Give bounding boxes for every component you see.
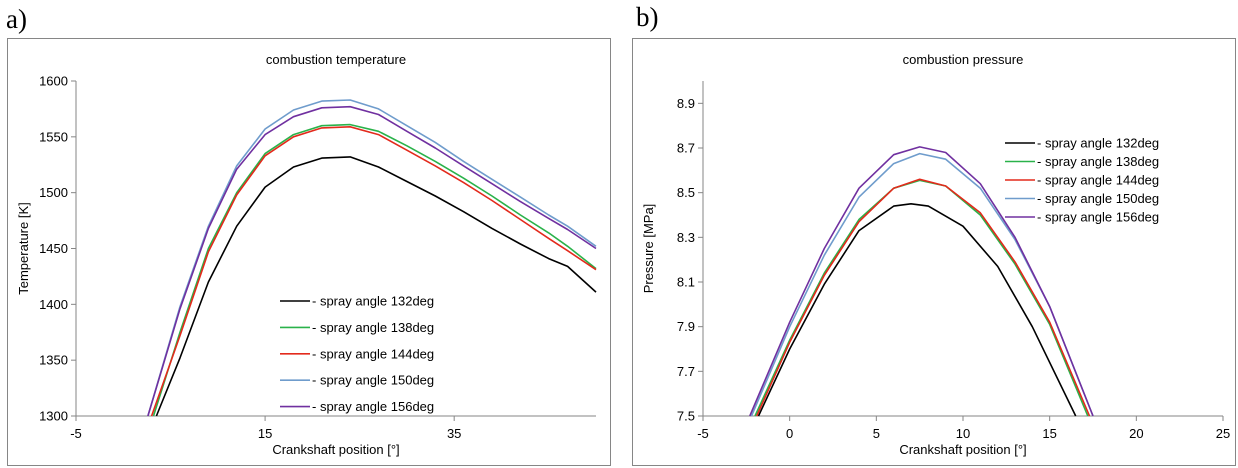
y-tick-label: 8.1 — [677, 275, 695, 290]
series-line-3 — [755, 178, 1091, 417]
series-line-1 — [155, 156, 597, 417]
x-tick-label: 0 — [786, 426, 793, 441]
legend-entry: - spray angle 132deg — [1037, 136, 1159, 151]
legend-entry: - spray angle 138deg — [1037, 154, 1159, 169]
series-line-1 — [757, 203, 1077, 417]
series-line-4 — [147, 99, 597, 417]
y-tick-label: 1400 — [39, 297, 68, 312]
legend-entry: - spray angle 150deg — [1037, 191, 1159, 206]
chart-title: combustion pressure — [903, 52, 1024, 67]
legend-entry: - spray angle 150deg — [312, 373, 434, 388]
legend-entry: - spray angle 144deg — [1037, 173, 1159, 188]
y-tick-label: 7.5 — [677, 409, 695, 424]
x-tick-label: 20 — [1129, 426, 1143, 441]
y-axis-label: Pressure [MPa] — [641, 204, 656, 294]
pressure-chart: combustion pressure 7.5 7.7 7.9 8.1 8.3 8.5 8.7… — [641, 52, 1230, 457]
panel-a-label: a) — [6, 4, 27, 34]
y-tick-label: 1350 — [39, 353, 68, 368]
y-tick-label: 1600 — [39, 74, 68, 89]
x-tick-label: 10 — [956, 426, 970, 441]
x-tick-label: 5 — [873, 426, 880, 441]
y-tick-label: 8.9 — [677, 96, 695, 111]
legend-entry: - spray angle 144deg — [312, 346, 434, 361]
temperature-chart: combustion temperature 1300 1350 1400 1450 15… — [16, 52, 597, 457]
x-tick-label: 35 — [447, 426, 461, 441]
legend-entry: - spray angle 156deg — [312, 399, 434, 414]
legend-entry: - spray angle 156deg — [1037, 210, 1159, 225]
y-tick-label: 7.7 — [677, 364, 695, 379]
chart-b-frame: combustion pressure 7.5 7.7 7.9 8.1 8.3 8.5 8.7… — [632, 38, 1236, 466]
legend-entry: - spray angle 138deg — [312, 320, 434, 335]
y-tick-label: 8.3 — [677, 230, 695, 245]
series-line-2 — [754, 179, 1089, 417]
y-tick-label: 8.7 — [677, 141, 695, 156]
x-tick-label: -5 — [70, 426, 82, 441]
x-tick-label: -5 — [697, 426, 709, 441]
series-line-5 — [749, 146, 1094, 417]
x-axis-label: Crankshaft position [°] — [899, 442, 1026, 457]
panel-b-label: b) — [636, 2, 659, 32]
y-tick-label: 1300 — [39, 409, 68, 424]
x-axis-label: Crankshaft position [°] — [272, 442, 399, 457]
y-axis-label: Temperature [K] — [16, 202, 31, 295]
y-tick-label: 7.9 — [677, 319, 695, 334]
series-line-5 — [147, 105, 597, 417]
y-tick-label: 8.5 — [677, 185, 695, 200]
y-tick-label: 1550 — [39, 129, 68, 144]
series-line-3 — [150, 126, 597, 417]
y-tick-label: 1500 — [39, 185, 68, 200]
chart-a-frame: combustion temperature 1300 1350 1400 1450 15… — [7, 38, 611, 466]
x-tick-label: 15 — [1042, 426, 1056, 441]
legend-entry: - spray angle 132deg — [312, 294, 434, 309]
x-tick-label: 15 — [258, 426, 272, 441]
y-tick-label: 1450 — [39, 241, 68, 256]
series-line-2 — [152, 123, 597, 417]
chart-title: combustion temperature — [266, 52, 406, 67]
x-tick-label: 25 — [1216, 426, 1230, 441]
